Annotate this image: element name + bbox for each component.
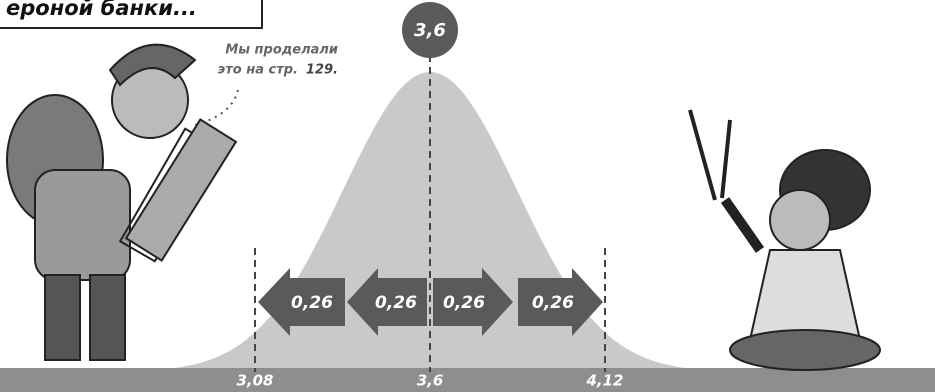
axis-label: 3,08 bbox=[236, 372, 273, 390]
caption-box bbox=[0, 0, 263, 29]
arrow bbox=[433, 268, 513, 336]
ground bbox=[0, 368, 935, 392]
mean-badge-label: 3,6 bbox=[414, 20, 446, 41]
arrow bbox=[258, 268, 345, 336]
leg bbox=[89, 274, 126, 361]
scissors-figure bbox=[688, 109, 881, 371]
surveyor-figure bbox=[6, 43, 238, 361]
mean-badge bbox=[402, 2, 458, 58]
body bbox=[748, 249, 862, 341]
legs bbox=[729, 329, 881, 371]
scissors bbox=[688, 109, 732, 201]
bell-curve bbox=[0, 72, 935, 372]
body bbox=[34, 169, 131, 281]
note-line: Мы проделали bbox=[225, 43, 338, 58]
arrow-label: 0,26 bbox=[443, 293, 485, 313]
arrow bbox=[518, 268, 603, 336]
leg bbox=[44, 274, 81, 361]
axis-label: 4,12 bbox=[585, 372, 623, 390]
cap bbox=[108, 43, 197, 87]
arrow bbox=[347, 268, 427, 336]
caption: ероной банки... bbox=[6, 0, 197, 20]
arrow-label: 0,26 bbox=[375, 293, 417, 313]
note-line: это на стр. bbox=[218, 63, 298, 78]
head bbox=[769, 189, 831, 251]
arrow-label: 0,26 bbox=[532, 293, 574, 313]
guide-lines bbox=[254, 55, 606, 372]
ruler bbox=[124, 118, 238, 262]
note-page: 129. bbox=[306, 63, 338, 78]
arrows bbox=[258, 268, 603, 336]
axis-label: 3,6 bbox=[417, 372, 444, 390]
arrow-label: 0,26 bbox=[291, 293, 333, 313]
arm bbox=[720, 197, 765, 253]
